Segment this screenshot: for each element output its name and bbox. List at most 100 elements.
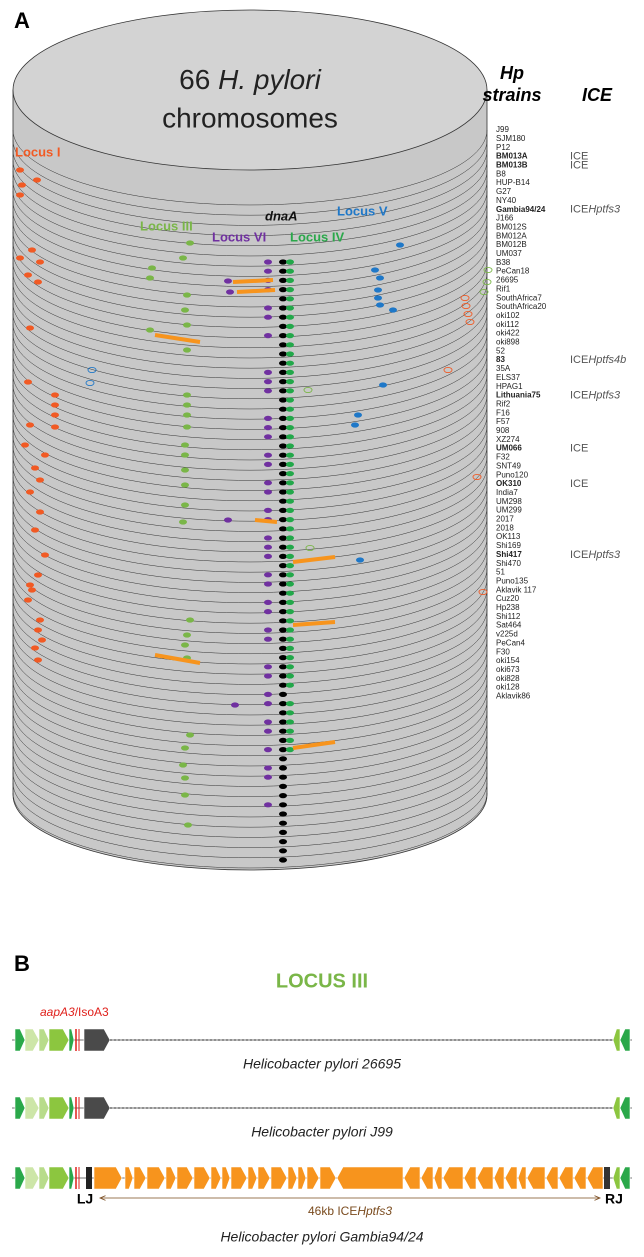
marker: [264, 664, 272, 669]
header-ice: ICE: [582, 85, 613, 105]
ice-prefix: ICE: [570, 478, 588, 490]
marker: [181, 482, 189, 487]
locus-label: dnaA: [265, 208, 298, 223]
strain-name: G27: [496, 187, 512, 196]
strain-name: Shi169: [496, 541, 521, 550]
marker: [181, 775, 189, 780]
marker: [286, 370, 294, 375]
strain-name: Rif2: [496, 399, 511, 408]
gene: [307, 1167, 319, 1189]
marker: [279, 821, 287, 826]
marker: [286, 637, 294, 642]
marker: [279, 738, 287, 743]
marker: [264, 719, 272, 724]
marker: [286, 572, 294, 577]
marker: [264, 388, 272, 393]
gene: [134, 1167, 146, 1189]
marker: [264, 802, 272, 807]
ice-prefix: ICE: [570, 443, 588, 455]
marker: [279, 729, 287, 734]
strain-name: PeCan4: [496, 638, 525, 647]
strain-name: J166: [496, 214, 514, 223]
gene: [39, 1167, 49, 1189]
marker: [181, 792, 189, 797]
marker: [183, 402, 191, 407]
marker: [279, 784, 287, 789]
marker: [224, 517, 232, 522]
ice-insertion: [237, 290, 275, 292]
marker: [279, 379, 287, 384]
strain-name: oki154: [496, 656, 520, 665]
strain-name: Gambia94/24: [496, 205, 546, 214]
marker: [146, 327, 154, 332]
marker: [376, 275, 384, 280]
marker: [264, 259, 272, 264]
marker: [36, 617, 44, 622]
ice-prefix: ICE: [570, 549, 588, 561]
marker: [286, 379, 294, 384]
strain-name: Lithuania75: [496, 391, 541, 400]
locus-label: Locus VI: [212, 229, 266, 244]
marker: [279, 388, 287, 393]
marker: [264, 370, 272, 375]
marker: [34, 627, 42, 632]
marker: [279, 535, 287, 540]
gene: [258, 1167, 270, 1189]
panel-letter: A: [14, 8, 30, 33]
organism-label: Helicobacter pylori 26695: [243, 1056, 401, 1072]
strain-name: BM013A: [496, 152, 528, 161]
marker: [279, 581, 287, 586]
marker: [183, 392, 191, 397]
ice-type: Hptfs3: [588, 389, 621, 401]
marker: [286, 646, 294, 651]
strain-name: SouthAfrica20: [496, 302, 547, 311]
marker: [279, 683, 287, 688]
marker: [279, 278, 287, 283]
strain-name: SJM180: [496, 134, 526, 143]
ice-type: Hptfs3: [357, 1204, 392, 1218]
marker: [26, 489, 34, 494]
gene: [518, 1167, 526, 1189]
marker: [279, 857, 287, 862]
header-strains: strains: [482, 85, 541, 105]
organism-label: Helicobacter pylori Gambia94/24: [220, 1229, 423, 1245]
gene: [194, 1167, 210, 1189]
marker: [286, 710, 294, 715]
marker: [226, 289, 234, 294]
marker: [286, 453, 294, 458]
marker: [374, 287, 382, 292]
gene: [211, 1167, 221, 1189]
marker: [51, 412, 59, 417]
marker: [16, 192, 24, 197]
strain-name: BM012S: [496, 222, 527, 231]
gene: [49, 1097, 69, 1119]
marker: [286, 499, 294, 504]
organism-label: Helicobacter pylori J99: [251, 1124, 393, 1140]
gene: [443, 1167, 463, 1189]
strain-name: F57: [496, 417, 510, 426]
gene: [94, 1167, 122, 1189]
marker: [26, 325, 34, 330]
gene: [15, 1029, 25, 1051]
marker: [279, 296, 287, 301]
locus-label: Locus III: [140, 218, 193, 233]
marker: [286, 333, 294, 338]
gene: [222, 1167, 230, 1189]
strain-name: 2017: [496, 515, 514, 524]
marker: [264, 581, 272, 586]
marker: [264, 453, 272, 458]
strain-name: F32: [496, 453, 510, 462]
marker: [286, 434, 294, 439]
strain-name: oki673: [496, 665, 520, 674]
marker: [286, 545, 294, 550]
marker: [279, 756, 287, 761]
marker: [264, 480, 272, 485]
strain-name: BM012B: [496, 240, 527, 249]
marker: [51, 402, 59, 407]
marker: [181, 442, 189, 447]
marker: [264, 572, 272, 577]
marker: [264, 462, 272, 467]
marker: [286, 581, 294, 586]
marker: [286, 397, 294, 402]
marker: [286, 259, 294, 264]
